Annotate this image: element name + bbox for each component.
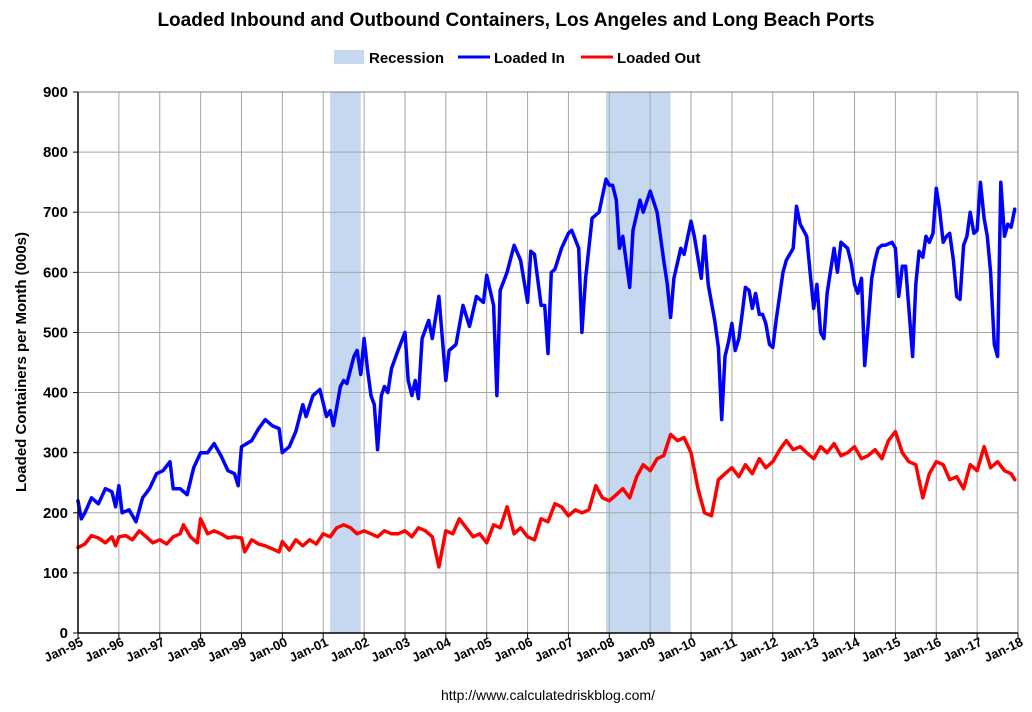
x-tick-label: Jan-13 xyxy=(777,634,821,665)
legend: Recession Loaded In Loaded Out xyxy=(334,50,700,67)
x-tick-label: Jan-99 xyxy=(205,634,249,665)
x-tick-label: Jan-17 xyxy=(941,634,985,665)
legend-swatch-recession xyxy=(334,50,364,64)
x-tick-label: Jan-11 xyxy=(696,634,739,665)
y-tick-label: 800 xyxy=(43,144,68,161)
y-tick-label: 600 xyxy=(43,264,68,281)
x-tick-label: Jan-05 xyxy=(450,634,494,665)
source-url: http://www.calculatedriskblog.com/ xyxy=(441,687,655,703)
x-tick-label: Jan-02 xyxy=(328,634,372,665)
series-lines xyxy=(76,177,1017,569)
x-tick-label: Jan-96 xyxy=(82,634,126,665)
y-tick-label: 400 xyxy=(43,385,68,402)
x-tick-label: Jan-10 xyxy=(655,634,699,665)
x-tick-label: Jan-08 xyxy=(573,634,617,665)
x-tick-label: Jan-12 xyxy=(736,634,780,665)
series-line-loaded-out xyxy=(76,429,1017,569)
plot-frame xyxy=(77,91,1019,634)
series-line-loaded-in xyxy=(76,177,1017,524)
chart-title: Loaded Inbound and Outbound Containers, … xyxy=(157,10,874,31)
y-tick-label: 300 xyxy=(43,445,68,462)
x-tick-label: Jan-01 xyxy=(287,634,331,665)
x-tick-labels: Jan-95Jan-96Jan-97Jan-98Jan-99Jan-00Jan-… xyxy=(42,634,1026,665)
y-tick-labels: 0 100 200 300 400 500 600 700 800 900 xyxy=(43,84,68,642)
recession-band-1 xyxy=(330,92,361,633)
x-tick-label: Jan-06 xyxy=(491,634,535,665)
x-tick-label: Jan-18 xyxy=(982,634,1026,665)
x-tick-label: Jan-15 xyxy=(859,634,903,665)
x-tick-label: Jan-00 xyxy=(246,634,290,665)
y-tick-label: 0 xyxy=(60,625,68,642)
y-tick-label: 200 xyxy=(43,505,68,522)
y-axis-label: Loaded Containers per Month (000s) xyxy=(13,232,30,492)
y-tick-label: 900 xyxy=(43,84,68,101)
x-tick-label: Jan-16 xyxy=(900,634,944,665)
x-tick-label: Jan-07 xyxy=(532,634,576,665)
x-tick-label: Jan-09 xyxy=(614,634,658,665)
y-tick-label: 700 xyxy=(43,204,68,221)
y-tick-label: 100 xyxy=(43,565,68,582)
legend-label-loaded-in: Loaded In xyxy=(494,50,565,67)
x-tick-label: Jan-04 xyxy=(409,634,453,665)
legend-label-loaded-out: Loaded Out xyxy=(617,50,700,67)
x-tick-label: Jan-97 xyxy=(123,634,167,665)
x-tick-label: Jan-98 xyxy=(164,634,208,665)
x-tick-label: Jan-03 xyxy=(369,634,413,665)
recession-band-2 xyxy=(606,92,671,633)
grid xyxy=(77,91,1019,633)
x-tick-label: Jan-14 xyxy=(818,634,862,665)
axes xyxy=(73,91,1019,638)
recession-bands xyxy=(330,92,671,633)
legend-label-recession: Recession xyxy=(369,50,444,67)
y-tick-label: 500 xyxy=(43,324,68,341)
